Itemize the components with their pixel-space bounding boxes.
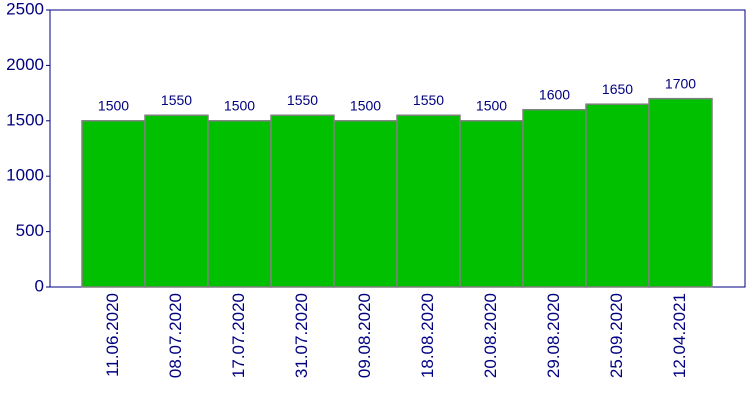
- value-label: 1600: [539, 86, 570, 102]
- y-tick-label: 1500: [6, 110, 44, 129]
- x-tick-label: 12.04.2021: [670, 293, 689, 378]
- x-tick-label: 11.06.2020: [103, 293, 122, 377]
- y-tick-label: 0: [35, 276, 44, 295]
- y-tick-label: 500: [16, 221, 44, 240]
- x-tick-label: 20.08.2020: [481, 293, 500, 378]
- bar: [207, 120, 272, 288]
- x-tick-label: 31.07.2020: [292, 293, 311, 378]
- value-label: 1500: [350, 98, 381, 114]
- x-tick-label: 09.08.2020: [355, 293, 374, 378]
- bar: [459, 120, 524, 288]
- value-label: 1550: [287, 92, 318, 108]
- value-label: 1650: [602, 81, 633, 97]
- y-tick-label: 2500: [6, 0, 44, 18]
- x-tick-label: 29.08.2020: [544, 293, 563, 378]
- value-label: 1550: [413, 92, 444, 108]
- x-tick-label: 18.08.2020: [418, 293, 437, 378]
- bar: [396, 114, 461, 288]
- bar: [81, 120, 146, 288]
- value-label: 1500: [98, 98, 129, 114]
- bar: [270, 114, 335, 288]
- x-tick-label: 08.07.2020: [166, 293, 185, 378]
- bar: [333, 120, 398, 288]
- value-label: 1700: [665, 75, 696, 91]
- bar: [585, 103, 650, 288]
- bar: [522, 108, 587, 288]
- value-label: 1550: [161, 92, 192, 108]
- x-tick-label: 17.07.2020: [229, 293, 248, 378]
- bar: [144, 114, 209, 288]
- y-tick-label: 1000: [6, 166, 44, 185]
- x-tick-label: 25.09.2020: [607, 293, 626, 378]
- bar: [648, 97, 713, 288]
- value-label: 1500: [224, 98, 255, 114]
- y-tick-label: 2000: [6, 55, 44, 74]
- value-label: 1500: [476, 98, 507, 114]
